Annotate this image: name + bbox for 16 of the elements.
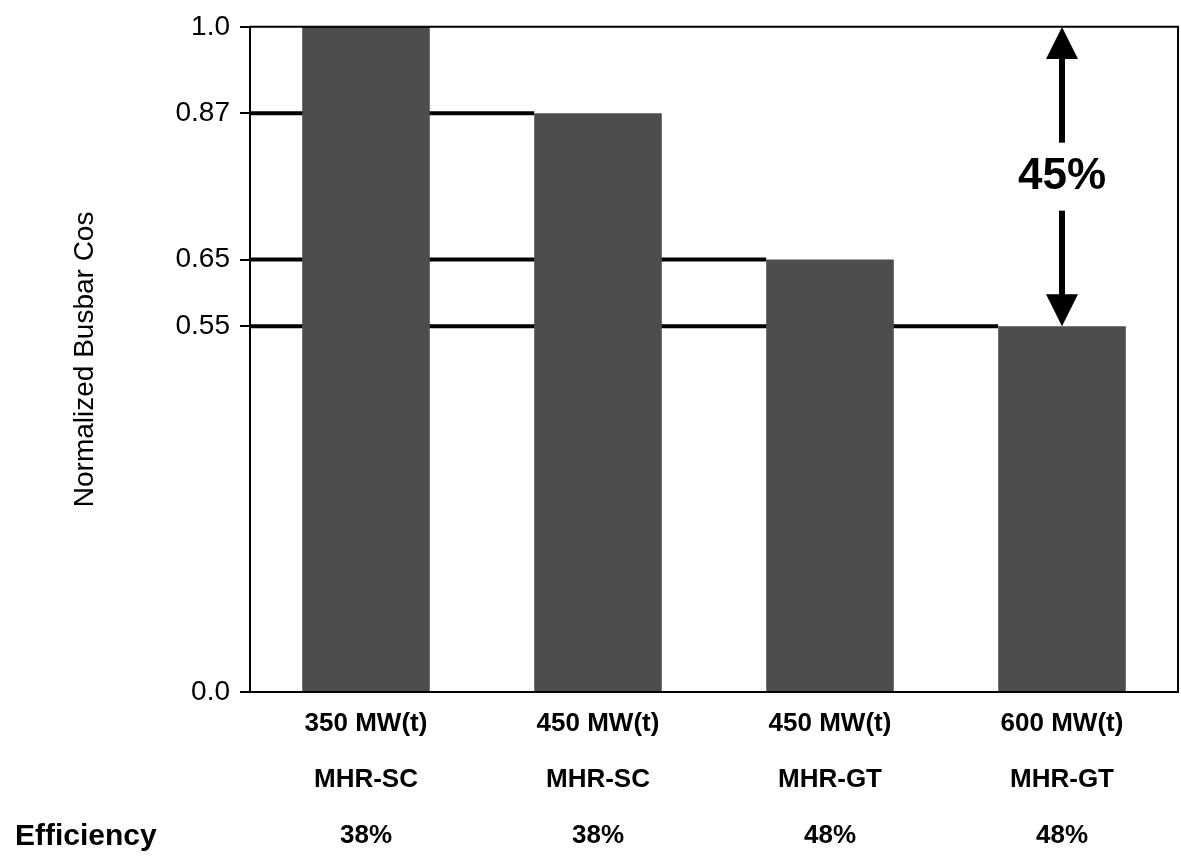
annotation: 45% xyxy=(1017,148,1107,198)
y-tick-label: 1.0 xyxy=(191,9,230,41)
x-tick-label: 600 MW(t) MHR-GT 48% xyxy=(1000,707,1124,849)
bar xyxy=(998,326,1126,691)
bar xyxy=(302,26,430,691)
y-tick-label: 0.87 xyxy=(175,95,230,127)
y-tick-label: 0.55 xyxy=(175,308,230,340)
x-tick-label: 450 MW(t) MHR-GT 48% xyxy=(768,707,892,849)
y-tick-label: 0.65 xyxy=(175,242,230,274)
y-axis-title: Normalized Busbar Cos xyxy=(67,211,99,508)
x-tick-label: 450 MW(t) MHR-SC 38% xyxy=(536,707,660,849)
bar xyxy=(534,113,662,691)
x-tick-label: 350 MW(t) MHR-SC 38% xyxy=(304,707,428,849)
text: Efficiency xyxy=(15,818,158,852)
y-tick-label: 0.0 xyxy=(191,674,230,706)
bar xyxy=(766,259,894,691)
